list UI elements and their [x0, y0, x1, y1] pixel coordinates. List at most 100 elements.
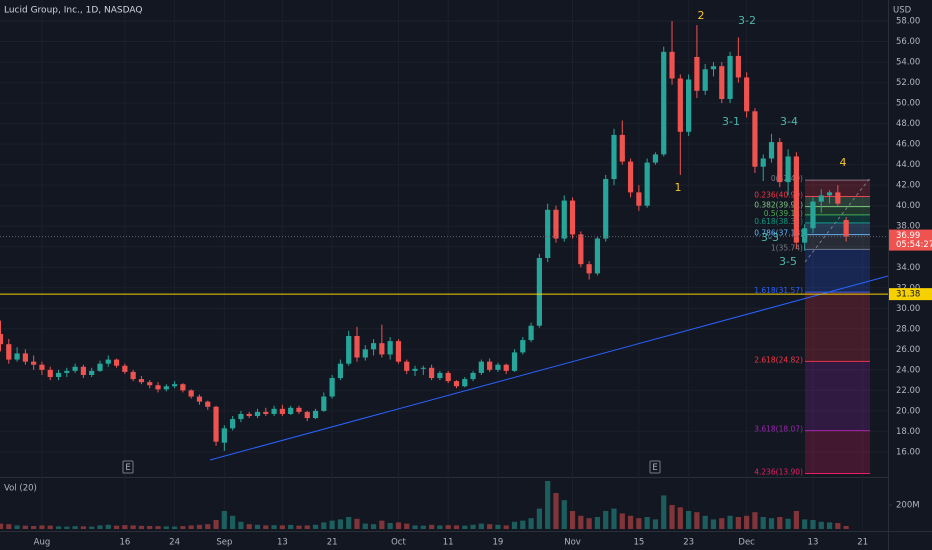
- fib-extension: 0(42.49)0.236(40.90)0.382(39.91)0.5(39.1…: [754, 174, 870, 476]
- volume-bar: [603, 511, 609, 529]
- candle-body: [636, 192, 642, 206]
- wave-label: 3-1: [722, 115, 740, 128]
- wave-label: 3-5: [779, 255, 797, 268]
- volume-bar: [213, 520, 219, 529]
- candle-body: [89, 370, 95, 375]
- candle-body: [578, 234, 584, 265]
- volume-bar: [238, 521, 244, 529]
- volume-bar: [412, 525, 418, 529]
- candle-body: [727, 55, 733, 100]
- y-tick-label: 22.00: [896, 386, 920, 396]
- volume-bar: [0, 523, 4, 529]
- volume-bar: [89, 526, 95, 529]
- volume-bar: [55, 526, 62, 529]
- volume-bar: [810, 520, 816, 529]
- volume-bar: [64, 526, 70, 529]
- candle-body: [412, 368, 418, 371]
- wave-label: 2: [698, 9, 705, 22]
- volume-bar: [163, 526, 169, 529]
- volume-bar: [22, 525, 28, 529]
- candle-body: [122, 365, 128, 372]
- volume-bar: [155, 526, 161, 529]
- volume-bar: [487, 524, 493, 529]
- candle-body: [503, 364, 509, 371]
- fib-label: 1.618(31.57): [754, 286, 803, 295]
- y-tick-label: 58.00: [896, 17, 920, 27]
- candle-body: [196, 396, 203, 402]
- y-tick-label: 28.00: [896, 324, 920, 334]
- last-price-tag: [889, 229, 932, 251]
- fib-label: 0.618(38.32): [754, 217, 803, 226]
- volume-bar: [196, 524, 203, 529]
- horizontal-line-tag: [889, 288, 932, 301]
- candle-body: [147, 382, 153, 386]
- volume-bar: [113, 525, 120, 529]
- x-tick-label: 19: [493, 538, 504, 548]
- volume-bar: [735, 517, 741, 529]
- candle-body: [545, 209, 551, 259]
- candle-body: [105, 359, 111, 364]
- volume-bar: [511, 521, 518, 529]
- candle-body: [462, 379, 468, 387]
- candle-body: [72, 366, 78, 371]
- candle-body: [495, 364, 501, 370]
- volume-bar: [503, 525, 509, 529]
- candle-body: [777, 142, 783, 183]
- volume-bars: [0, 481, 849, 529]
- candles: [0, 21, 849, 451]
- candle-body: [205, 401, 211, 407]
- candle-body: [64, 370, 70, 373]
- fib-label: 0.236(40.90): [754, 190, 803, 199]
- volume-bar: [254, 524, 261, 529]
- volume-bar: [171, 526, 178, 529]
- candle-body: [420, 367, 426, 369]
- fib-label: 0.5(39.11): [764, 209, 803, 218]
- y-tick-label: 26.00: [896, 345, 920, 355]
- wave-label: 3-4: [780, 115, 798, 128]
- earnings-label: E: [652, 463, 657, 473]
- candle-body: [370, 343, 377, 350]
- volume-bar: [180, 526, 186, 529]
- y-tick-label: 50.00: [896, 99, 920, 109]
- volume-bar: [744, 515, 750, 529]
- volume-bar: [346, 517, 352, 529]
- volume-bar: [462, 525, 468, 529]
- candle-body: [694, 56, 700, 91]
- fib-zone: [805, 430, 870, 474]
- volume-bar: [321, 522, 327, 529]
- wave-label: 3-2: [738, 14, 756, 27]
- volume-bar: [445, 525, 451, 529]
- volume-bar: [395, 522, 402, 529]
- volume-bar: [785, 518, 791, 529]
- candle-body: [263, 411, 269, 414]
- volume-bar: [453, 525, 460, 529]
- y-tick-label: 24.00: [896, 365, 920, 375]
- volume-bar: [221, 511, 227, 529]
- earnings-label: E: [125, 463, 130, 473]
- y-tick-label: 42.00: [896, 181, 920, 191]
- candle-body: [288, 407, 294, 414]
- volume-bar: [429, 524, 435, 529]
- volume-bar: [586, 518, 592, 529]
- x-tick-label: 13: [808, 538, 819, 548]
- candle-body: [337, 363, 344, 379]
- volume-bar: [31, 526, 37, 529]
- candle-body: [710, 66, 717, 70]
- candle-body: [312, 410, 319, 419]
- volume-bar: [826, 522, 833, 529]
- volume-bar: [80, 526, 87, 529]
- chart-title: Lucid Group, Inc., 1D, NASDAQ: [4, 6, 142, 16]
- x-tick-label: Nov: [564, 538, 581, 548]
- fib-label: 2.618(24.82): [754, 355, 803, 364]
- volume-bar: [652, 519, 659, 529]
- x-tick-label: 15: [633, 538, 644, 548]
- x-tick-label: 16: [119, 538, 130, 548]
- candle-body: [686, 79, 692, 132]
- volume-bar: [495, 524, 501, 529]
- candle-body: [453, 381, 460, 387]
- candle-body: [429, 367, 435, 379]
- volume-bar: [39, 525, 45, 529]
- volume-bar: [138, 525, 145, 529]
